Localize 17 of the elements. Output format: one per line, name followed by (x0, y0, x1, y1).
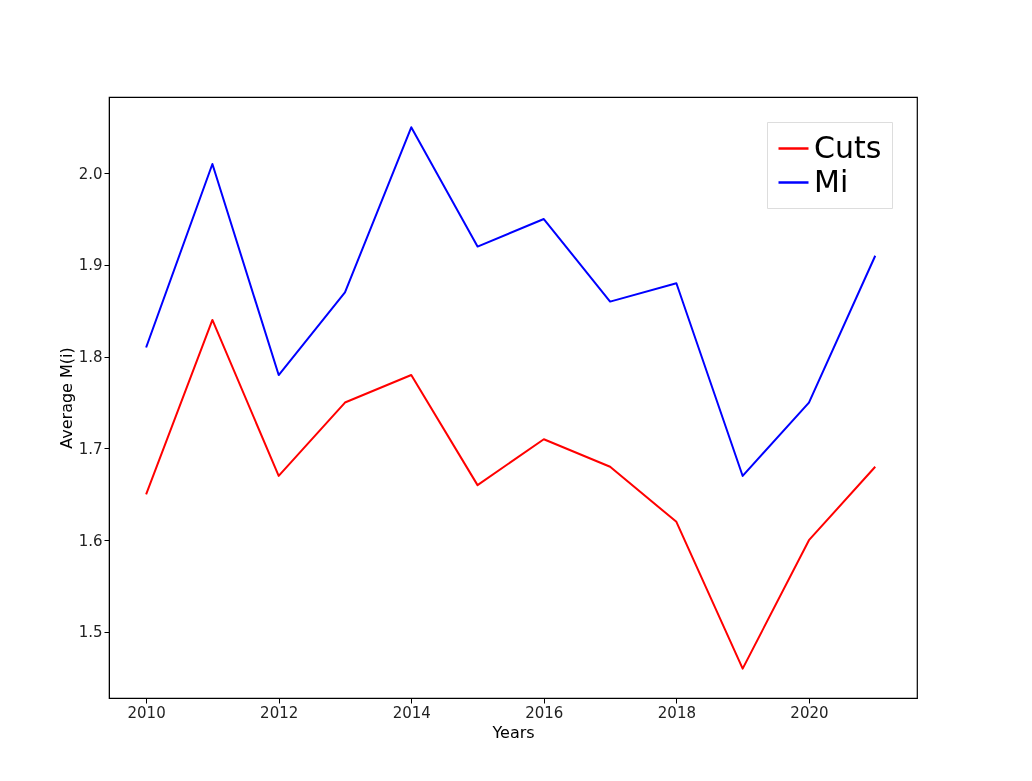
line-series (145, 318, 877, 670)
legend-label: Cuts (814, 129, 882, 165)
x-axis-title: Years (491, 722, 535, 742)
y-tick-label: 1.5 (78, 623, 103, 642)
legend-label: Mi (814, 163, 849, 199)
x-tick-label: 2012 (260, 703, 299, 722)
x-tick-label: 2010 (127, 703, 166, 722)
x-tick-label: 2014 (392, 703, 431, 722)
x-tick-label: 2018 (657, 703, 696, 722)
y-tick-label: 1.6 (78, 531, 103, 550)
x-tick-label: 2016 (525, 703, 564, 722)
y-tick-label: 2.0 (78, 164, 103, 183)
y-tick-label: 1.7 (78, 439, 103, 458)
y-tick-label: 1.8 (78, 348, 103, 367)
x-tick-label: 2020 (790, 703, 829, 722)
y-tick-label: 1.9 (78, 256, 103, 275)
y-axis-title: Average M(i) (56, 347, 76, 449)
